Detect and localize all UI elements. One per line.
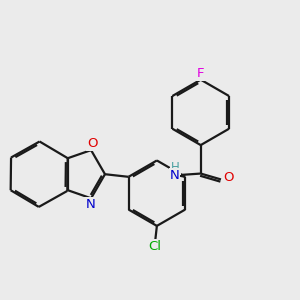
Text: Cl: Cl xyxy=(149,240,162,253)
Text: F: F xyxy=(197,67,205,80)
Text: O: O xyxy=(223,171,233,184)
Text: N: N xyxy=(85,198,95,211)
Text: H: H xyxy=(171,161,180,175)
Text: N: N xyxy=(170,169,179,182)
Text: O: O xyxy=(88,137,98,150)
